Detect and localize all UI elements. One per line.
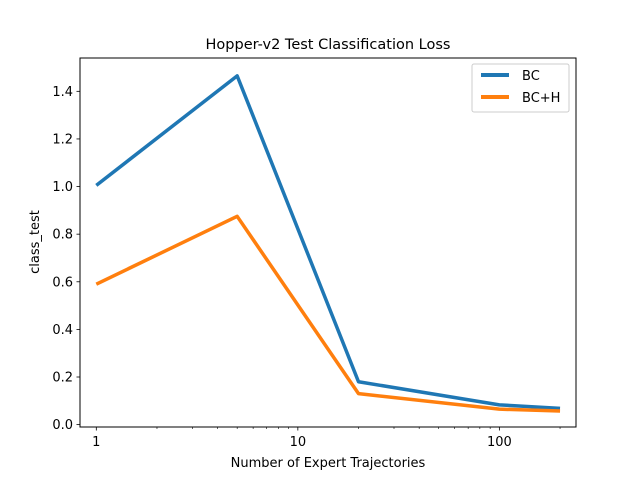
x-tick-label: 100: [487, 435, 512, 450]
y-axis: 0.0 0.2 0.4 0.6 0.8 1.0 1.2 1.4: [52, 85, 80, 433]
legend: BC BC+H: [471, 63, 570, 113]
legend-label-bc: BC: [522, 69, 540, 84]
x-tick-label: 10: [290, 435, 307, 450]
y-tick-label: 0.0: [52, 418, 73, 433]
x-tick-label: 1: [92, 435, 100, 450]
y-tick-label: 1.4: [52, 85, 73, 100]
y-tick-label: 1.0: [52, 180, 73, 195]
legend-label-bch: BC+H: [522, 91, 560, 106]
y-tick-label: 0.2: [52, 371, 73, 386]
plot-area: [95, 74, 561, 413]
y-tick-label: 1.2: [52, 132, 73, 147]
series-line-bc: [95, 74, 561, 411]
chart-title: Hopper-v2 Test Classification Loss: [206, 37, 451, 53]
y-axis-label: class_test: [28, 210, 43, 274]
x-axis-label: Number of Expert Trajectories: [231, 456, 426, 471]
x-axis: 1 10 100: [92, 427, 561, 450]
y-tick-label: 0.6: [52, 275, 73, 290]
y-tick-label: 0.8: [52, 228, 73, 243]
series-line-bch: [95, 214, 561, 413]
axes-frame: [79, 57, 577, 428]
y-tick-label: 0.4: [52, 323, 73, 338]
